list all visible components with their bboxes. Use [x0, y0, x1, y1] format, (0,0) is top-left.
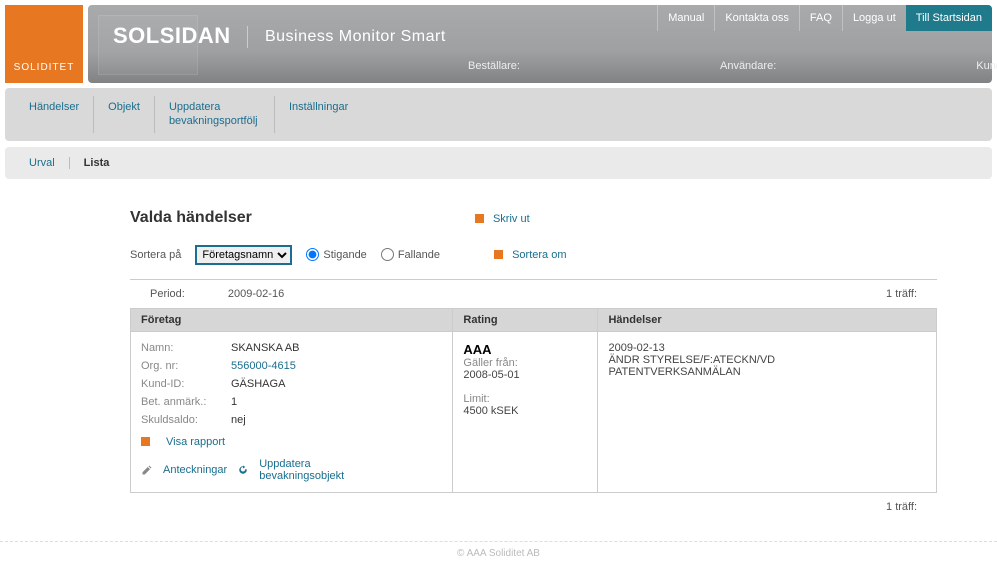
event-date: 2009-02-13 — [608, 342, 926, 354]
period-row: Period: 2009-02-16 1 träff: — [130, 279, 937, 308]
faq-link[interactable]: FAQ — [799, 5, 842, 31]
header-banner: SOLSIDAN Business Monitor Smart Manual K… — [88, 5, 992, 83]
visa-rapport-link[interactable]: Visa rapport — [166, 436, 225, 448]
col-handelser: Händelser — [598, 308, 937, 331]
results-table: Företag Rating Händelser Namn: SKANSKA A… — [130, 308, 937, 493]
table-row: Namn: SKANSKA AB Org. nr: 556000-4615 Ku… — [131, 331, 937, 492]
sort-asc-label: Stigande — [323, 249, 366, 261]
cell-handelser: 2009-02-13 ÄNDR STYRELSE/F:ATECKN/VD PAT… — [598, 331, 937, 492]
sort-desc-radio[interactable] — [381, 248, 394, 261]
tab-objekt[interactable]: Objekt — [94, 96, 155, 133]
tab-handelser[interactable]: Händelser — [15, 96, 94, 133]
logo-text: SOLIDITET — [14, 62, 75, 73]
bet-value: 1 — [231, 396, 237, 408]
sort-desc[interactable]: Fallande — [381, 248, 440, 261]
bestallare-label: Beställare: — [468, 60, 520, 72]
manual-link[interactable]: Manual — [657, 5, 714, 31]
event-line2: PATENTVERKSANMÄLAN — [608, 366, 926, 378]
period-left: Period: 2009-02-16 — [150, 288, 284, 300]
org-label: Org. nr: — [141, 360, 231, 372]
header: SOLIDITET SOLSIDAN Business Monitor Smar… — [0, 0, 997, 88]
event-line1: ÄNDR STYRELSE/F:ATECKN/VD — [608, 354, 926, 366]
bet-label: Bet. anmärk.: — [141, 396, 231, 408]
kv-bet: Bet. anmärk.: 1 — [141, 396, 442, 408]
kv-name: Namn: SKANSKA AB — [141, 342, 442, 354]
skuld-value: nej — [231, 414, 246, 426]
anvandare-label: Användare: — [720, 60, 776, 72]
contact-link[interactable]: Kontakta oss — [714, 5, 799, 31]
logout-link[interactable]: Logga ut — [842, 5, 906, 31]
anteckningar-link[interactable]: Anteckningar — [163, 464, 227, 476]
kv-skuld: Skuldsaldo: nej — [141, 414, 442, 426]
top-links: Manual Kontakta oss FAQ Logga ut Till St… — [657, 5, 992, 31]
kv-kund: Kund-ID: GÄSHAGA — [141, 378, 442, 390]
footer: © AAA Soliditet AB — [0, 541, 997, 559]
tab-installningar[interactable]: Inställningar — [275, 96, 362, 133]
kv-org: Org. nr: 556000-4615 — [141, 360, 442, 372]
startpage-link[interactable]: Till Startsidan — [906, 5, 992, 31]
main-tabs: Händelser Objekt Uppdatera bevakningspor… — [5, 88, 992, 141]
bullet-icon — [475, 214, 484, 223]
pencil-icon — [141, 464, 153, 476]
resort-link[interactable]: Sortera om — [512, 249, 566, 261]
limit-value: 4500 kSEK — [463, 405, 587, 417]
org-link[interactable]: 556000-4615 — [231, 360, 296, 372]
title-row: Valda händelser Skriv ut — [130, 209, 937, 227]
meta-row: Beställare: Användare: Kundkod: — [88, 60, 992, 72]
sort-label: Sortera på — [130, 249, 181, 261]
hit-count-bottom: 1 träff: — [130, 493, 937, 521]
bullet-icon — [494, 250, 503, 259]
refresh-icon — [237, 464, 249, 476]
rating-from-value: 2008-05-01 — [463, 369, 587, 381]
limit-label: Limit: — [463, 393, 587, 405]
page-title: Valda händelser — [130, 209, 252, 227]
sort-desc-label: Fallande — [398, 249, 440, 261]
table-header-row: Företag Rating Händelser — [131, 308, 937, 331]
period-value: 2009-02-16 — [228, 288, 284, 300]
rating-value: AAA — [463, 342, 587, 357]
name-value: SKANSKA AB — [231, 342, 299, 354]
tab-uppdatera[interactable]: Uppdatera bevakningsportfölj — [155, 96, 275, 133]
brand-name: SOLSIDAN — [113, 23, 231, 48]
rating-from-label: Gäller från: — [463, 357, 587, 369]
brand: SOLSIDAN Business Monitor Smart — [113, 23, 446, 49]
brand-separator — [247, 26, 248, 48]
skuld-label: Skuldsaldo: — [141, 414, 231, 426]
sort-row: Sortera på Företagsnamn Stigande Falland… — [130, 245, 937, 265]
subtab-lista[interactable]: Lista — [70, 157, 124, 169]
cell-foretag: Namn: SKANSKA AB Org. nr: 556000-4615 Ku… — [131, 331, 453, 492]
uppdatera-obj-link[interactable]: Uppdatera bevakningsobjekt — [259, 458, 359, 482]
col-rating: Rating — [453, 308, 598, 331]
period-label: Period: — [150, 288, 185, 300]
action-row-1: Visa rapport — [141, 436, 442, 448]
action-row-2: Anteckningar Uppdatera bevakningsobjekt — [141, 458, 442, 482]
bullet-icon — [141, 437, 150, 446]
content: Valda händelser Skriv ut Sortera på Före… — [130, 209, 937, 521]
name-label: Namn: — [141, 342, 231, 354]
kundkod-label: Kundkod: — [976, 60, 997, 72]
sort-select[interactable]: Företagsnamn — [195, 245, 292, 265]
hit-count-top: 1 träff: — [886, 288, 917, 300]
cell-rating: AAA Gäller från: 2008-05-01 Limit: 4500 … — [453, 331, 598, 492]
sort-asc[interactable]: Stigande — [306, 248, 366, 261]
sort-asc-radio[interactable] — [306, 248, 319, 261]
subtab-urval[interactable]: Urval — [15, 157, 70, 169]
kund-value: GÄSHAGA — [231, 378, 285, 390]
brand-subtitle: Business Monitor Smart — [265, 28, 446, 45]
resort-wrap: Sortera om — [494, 249, 566, 261]
print-link[interactable]: Skriv ut — [493, 213, 530, 225]
logo: SOLIDITET — [5, 5, 83, 83]
col-foretag: Företag — [131, 308, 453, 331]
kund-label: Kund-ID: — [141, 378, 231, 390]
sub-tabs: Urval Lista — [5, 147, 992, 179]
